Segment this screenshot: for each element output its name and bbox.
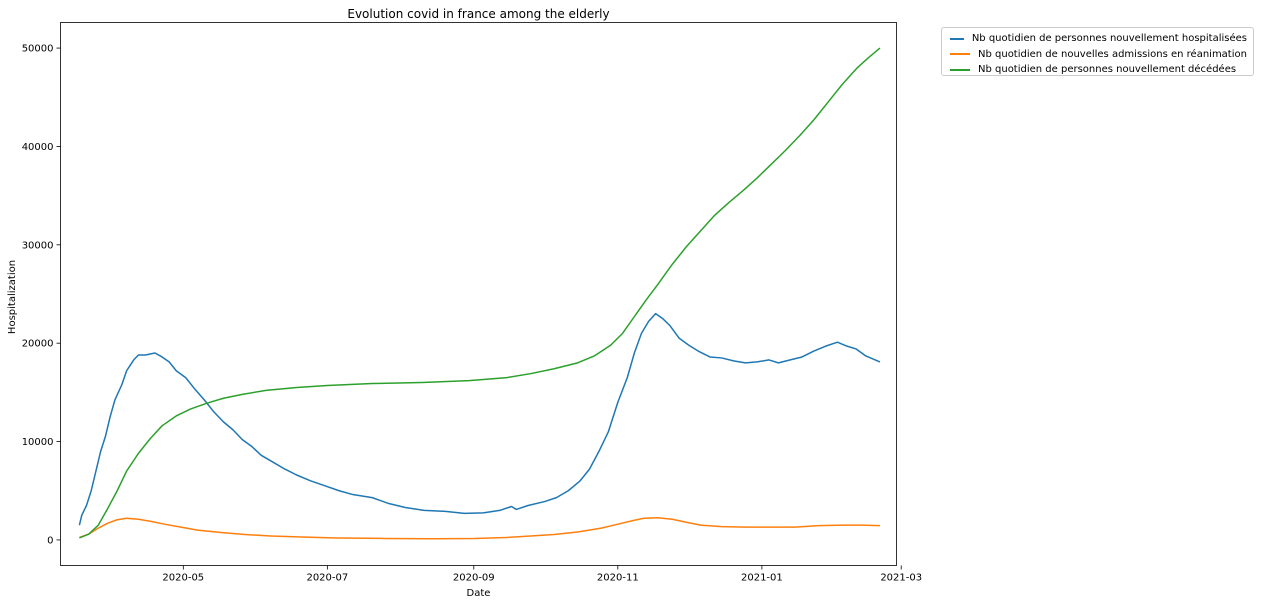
- y-tick-label: 20000: [22, 339, 54, 350]
- plot-frame: [60, 22, 897, 566]
- y-tick-label: 0: [47, 535, 53, 546]
- series-line-1: [78, 312, 881, 526]
- y-axis-label: Hospitalization: [7, 260, 18, 334]
- series-layer: [78, 47, 881, 540]
- y-tick-label: 10000: [22, 437, 54, 448]
- legend-label: Nb quotidien de personnes nouvellement h…: [971, 33, 1247, 45]
- legend: Nb quotidien de personnes nouvellement h…: [941, 27, 1254, 76]
- legend-item: Nb quotidien de personnes nouvellement d…: [948, 62, 1247, 78]
- x-axis-ticks: 2020-05 2020-07 2020-09 2020-11 2021-01 2021-…: [162, 565, 922, 584]
- legend-label: Nb quotidien de personnes nouvellement d…: [978, 64, 1237, 76]
- x-tick-label: 2020-09: [453, 573, 495, 584]
- y-axis-ticks: 0 10000 20000 30000 40000 50000: [22, 44, 61, 546]
- y-tick-label: 40000: [22, 142, 54, 153]
- y-tick-label: 50000: [22, 44, 54, 55]
- chart-title: Evolution covid in france among the elde…: [347, 7, 609, 21]
- legend-label: Nb quotidien de nouvelles admissions en …: [978, 48, 1247, 60]
- legend-item: Nb quotidien de nouvelles admissions en …: [948, 47, 1247, 63]
- x-tick-label: 2020-07: [306, 573, 348, 584]
- x-tick-label: 2020-11: [597, 573, 639, 584]
- legend-swatch: [950, 68, 970, 71]
- legend-item: Nb quotidien de personnes nouvellement h…: [948, 31, 1247, 47]
- series-line-2: [79, 517, 880, 540]
- x-tick-label: 2021-03: [880, 573, 922, 584]
- x-tick-label: 2021-01: [741, 573, 783, 584]
- y-tick-label: 30000: [22, 240, 54, 251]
- series-line-3: [79, 47, 881, 539]
- x-axis-label: Date: [467, 588, 491, 599]
- legend-swatch: [950, 53, 970, 56]
- plot-area: [60, 22, 897, 566]
- x-tick-label: 2020-05: [162, 573, 204, 584]
- legend-swatch: [950, 37, 964, 40]
